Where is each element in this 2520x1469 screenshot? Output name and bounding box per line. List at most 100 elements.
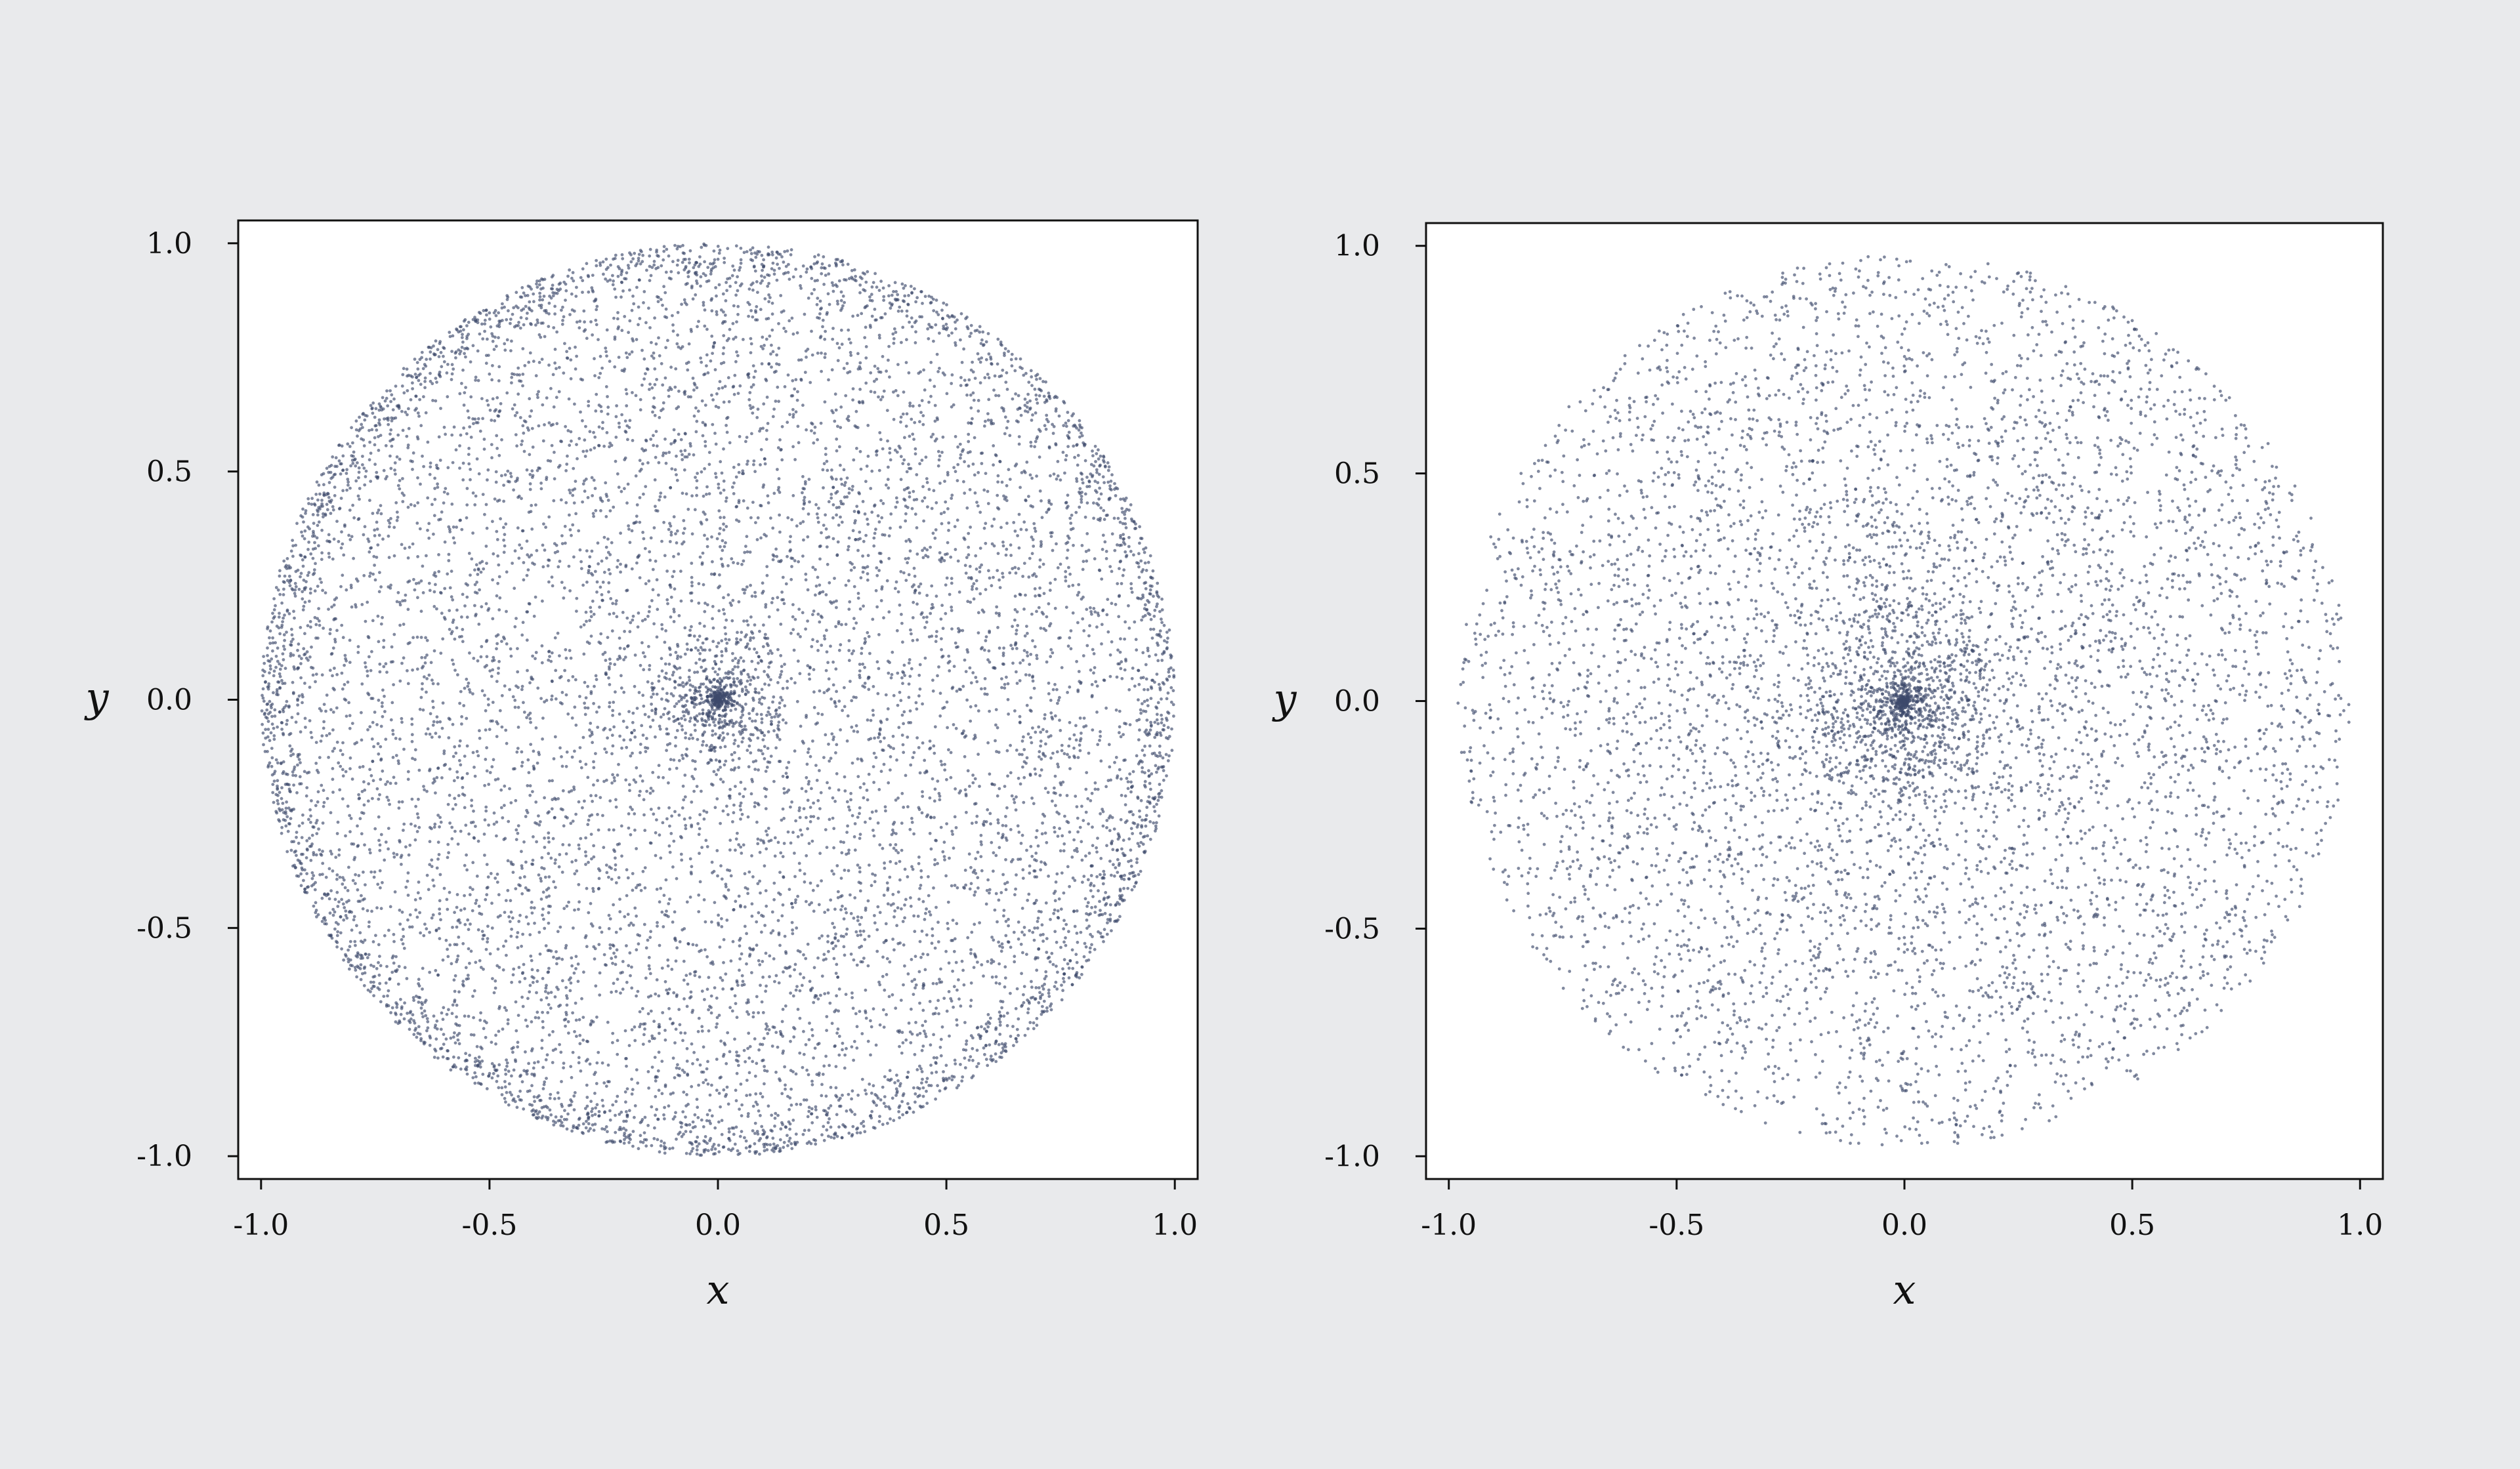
scatter-point xyxy=(1110,602,1114,606)
scatter-point xyxy=(1119,497,1122,501)
scatter-point xyxy=(647,715,650,718)
scatter-point xyxy=(1141,651,1145,655)
scatter-point xyxy=(1071,966,1075,970)
scatter-point xyxy=(315,832,319,835)
scatter-point xyxy=(667,1006,671,1010)
scatter-point xyxy=(835,599,838,603)
scatter-point xyxy=(836,424,839,428)
scatter-point xyxy=(587,1122,591,1126)
scatter-point xyxy=(614,1113,617,1117)
scatter-point xyxy=(969,1004,973,1008)
scatter-point xyxy=(510,1093,513,1097)
scatter-point xyxy=(402,493,406,497)
scatter-point xyxy=(1117,615,1121,619)
scatter-point xyxy=(652,692,655,696)
scatter-point xyxy=(730,1009,734,1013)
scatter-point xyxy=(1034,730,1038,734)
scatter-point xyxy=(1040,1012,1043,1016)
scatter-point xyxy=(320,528,324,532)
scatter-point xyxy=(763,462,767,466)
scatter-point xyxy=(792,648,796,652)
scatter-point xyxy=(1093,480,1097,483)
scatter-point xyxy=(960,959,964,963)
scatter-point xyxy=(1137,575,1141,579)
scatter-point xyxy=(1017,435,1021,438)
scatter-point xyxy=(915,473,919,476)
scatter-point xyxy=(485,655,489,659)
scatter-point xyxy=(341,454,345,458)
scatter-point xyxy=(655,378,658,381)
scatter-point xyxy=(1022,520,1026,524)
scatter-point xyxy=(904,1038,908,1042)
scatter-point xyxy=(560,702,564,706)
scatter-point xyxy=(876,514,880,518)
scatter-point xyxy=(789,1039,792,1043)
scatter-point xyxy=(975,501,978,504)
scatter-point xyxy=(999,999,1003,1003)
scatter-point xyxy=(643,713,647,716)
scatter-point xyxy=(705,743,709,747)
scatter-point xyxy=(1172,674,1176,678)
scatter-point xyxy=(465,487,469,490)
scatter-point xyxy=(908,658,912,661)
scatter-point xyxy=(568,589,572,592)
scatter-point xyxy=(669,524,673,528)
scatter-point xyxy=(1055,688,1059,692)
scatter-point xyxy=(346,804,350,808)
scatter-point xyxy=(714,286,717,289)
scatter-point xyxy=(1076,816,1080,820)
scatter-point xyxy=(513,1100,517,1104)
scatter-point xyxy=(963,755,967,758)
scatter-point xyxy=(509,349,513,352)
scatter-point xyxy=(354,943,357,947)
scatter-point xyxy=(747,1071,751,1075)
scatter-point xyxy=(990,782,994,786)
scatter-point xyxy=(719,777,723,781)
scatter-point xyxy=(604,481,608,485)
scatter-point xyxy=(923,1032,927,1036)
scatter-point xyxy=(262,661,266,665)
scatter-point xyxy=(894,331,898,334)
scatter-point xyxy=(285,800,288,804)
scatter-point xyxy=(875,318,878,321)
scatter-point xyxy=(816,520,820,524)
scatter-point xyxy=(425,554,428,558)
scatter-point xyxy=(969,981,973,985)
scatter-point xyxy=(448,331,452,334)
scatter-point xyxy=(389,1011,392,1014)
scatter-point xyxy=(826,940,830,943)
scatter-point xyxy=(786,776,789,779)
scatter-point xyxy=(553,304,556,308)
scatter-point xyxy=(736,665,740,669)
scatter-point xyxy=(825,1015,829,1018)
scatter-point xyxy=(587,861,590,864)
scatter-point xyxy=(629,805,633,809)
scatter-point xyxy=(553,312,556,316)
scatter-point xyxy=(824,593,828,596)
scatter-point xyxy=(776,446,780,449)
scatter-point xyxy=(655,888,659,891)
scatter-point xyxy=(595,304,599,308)
scatter-point xyxy=(448,943,452,947)
scatter-point xyxy=(373,415,377,419)
scatter-point xyxy=(563,342,566,345)
scatter-point xyxy=(450,378,453,381)
scatter-point xyxy=(709,359,713,363)
scatter-point xyxy=(679,438,683,442)
scatter-point xyxy=(1039,744,1042,748)
scatter-point xyxy=(852,510,856,513)
scatter-point xyxy=(392,526,396,529)
scatter-point xyxy=(1072,746,1076,750)
scatter-point xyxy=(366,909,369,913)
scatter-point xyxy=(730,486,734,489)
scatter-point xyxy=(821,325,824,329)
scatter-point xyxy=(984,635,988,638)
scatter-point xyxy=(612,505,616,509)
scatter-point xyxy=(1038,586,1041,590)
scatter-point xyxy=(487,703,490,707)
scatter-point xyxy=(520,944,523,948)
scatter-point xyxy=(360,682,364,686)
scatter-point xyxy=(760,1000,764,1004)
scatter-point xyxy=(642,377,646,381)
scatter-point xyxy=(1009,991,1012,995)
